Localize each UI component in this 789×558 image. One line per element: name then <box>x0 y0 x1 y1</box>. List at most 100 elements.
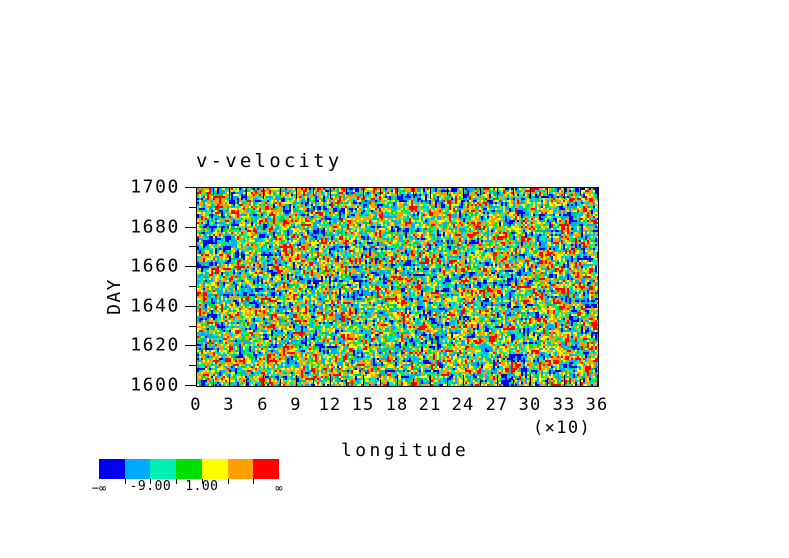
x-axis-tick-label: 0 <box>190 395 202 415</box>
y-axis-major-tick <box>185 187 196 188</box>
x-axis-tick-label: 3 <box>223 395 235 415</box>
x-axis-tick-label: 24 <box>451 395 475 415</box>
x-axis-major-tick <box>196 375 197 386</box>
x-axis-major-tick <box>397 375 398 386</box>
colorbar-segment <box>176 459 202 479</box>
x-axis-minor-tick <box>413 379 414 386</box>
x-axis-minor-tick <box>313 379 314 386</box>
colorbar-segment <box>124 459 151 479</box>
x-axis-major-tick <box>229 375 230 386</box>
x-axis-minor-tick-top <box>213 188 214 195</box>
colorbar-tick <box>150 479 151 484</box>
x-axis-major-tick <box>296 375 297 386</box>
x-axis-major-tick <box>330 375 331 386</box>
x-axis-major-tick-top <box>430 188 431 199</box>
x-axis-minor-tick <box>213 379 214 386</box>
x-axis-minor-tick-top <box>447 188 448 195</box>
y-axis-minor-tick <box>189 207 196 208</box>
x-axis-major-tick-top <box>363 188 364 199</box>
x-axis-minor-tick <box>280 379 281 386</box>
x-axis-major-tick <box>497 375 498 386</box>
colorbar <box>99 459 280 484</box>
x-axis-minor-tick <box>580 379 581 386</box>
y-axis-major-tick <box>185 306 196 307</box>
x-axis-tick-label: 9 <box>290 395 302 415</box>
x-axis-tick-label: 12 <box>318 395 342 415</box>
colorbar-tick-label: 1.00 <box>185 479 219 494</box>
x-axis-tick-label: 6 <box>257 395 269 415</box>
x-axis-tick-label: 21 <box>418 395 442 415</box>
x-axis-minor-tick <box>480 379 481 386</box>
heatmap-image <box>197 188 598 386</box>
x-axis-major-tick-top <box>196 188 197 199</box>
x-axis-tick-label: 15 <box>351 395 375 415</box>
colorbar-segment <box>150 459 177 479</box>
y-axis-minor-tick <box>189 246 196 247</box>
x-axis-major-tick <box>363 375 364 386</box>
x-axis-minor-tick <box>447 379 448 386</box>
colorbar-tick <box>125 479 126 484</box>
x-axis-minor-tick <box>246 379 247 386</box>
colorbar-tick <box>228 479 229 484</box>
x-axis-major-tick-top <box>397 188 398 199</box>
x-axis-multiplier: (×10) <box>533 418 592 438</box>
x-axis-minor-tick <box>513 379 514 386</box>
x-axis-major-tick-top <box>330 188 331 199</box>
colorbar-segment <box>201 459 228 479</box>
colorbar-tick <box>253 479 254 484</box>
x-axis-major-tick-top <box>597 188 598 199</box>
x-axis-major-tick <box>463 375 464 386</box>
colorbar-tick-label: -9.00 <box>129 479 172 494</box>
x-axis-minor-tick-top <box>413 188 414 195</box>
x-axis-minor-tick-top <box>547 188 548 195</box>
x-axis-tick-label: 18 <box>385 395 409 415</box>
x-axis-major-tick <box>597 375 598 386</box>
y-axis-minor-tick <box>189 365 196 366</box>
y-axis-tick-label: 1700 <box>130 176 180 198</box>
x-axis-minor-tick-top <box>280 188 281 195</box>
colorbar-tick-label: ∞ <box>275 481 283 495</box>
x-axis-major-tick-top <box>530 188 531 199</box>
x-axis-title: longitude <box>341 440 470 461</box>
x-axis-major-tick <box>430 375 431 386</box>
x-axis-major-tick-top <box>497 188 498 199</box>
colorbar-tick <box>202 479 203 484</box>
x-axis-minor-tick-top <box>380 188 381 195</box>
heatmap-plot-area <box>196 187 599 387</box>
x-axis-major-tick-top <box>263 188 264 199</box>
x-axis-major-tick <box>263 375 264 386</box>
x-axis-major-tick <box>564 375 565 386</box>
plot-title: v-velocity <box>196 150 343 172</box>
x-axis-tick-label: 30 <box>518 395 542 415</box>
x-axis-minor-tick-top <box>313 188 314 195</box>
y-axis-minor-tick <box>189 286 196 287</box>
y-axis-tick-label: 1600 <box>130 374 180 396</box>
x-axis-major-tick-top <box>564 188 565 199</box>
x-axis-minor-tick <box>346 379 347 386</box>
x-axis-major-tick-top <box>296 188 297 199</box>
y-axis-major-tick <box>185 266 196 267</box>
x-axis-major-tick-top <box>229 188 230 199</box>
x-axis-minor-tick-top <box>580 188 581 195</box>
x-axis-minor-tick <box>380 379 381 386</box>
colorbar-strip <box>99 459 280 479</box>
colorbar-segment <box>253 459 280 479</box>
y-axis-tick-label: 1640 <box>130 295 180 317</box>
y-axis-tick-label: 1620 <box>130 334 180 356</box>
x-axis-minor-tick-top <box>346 188 347 195</box>
colorbar-segment <box>227 459 254 479</box>
y-axis-major-tick <box>185 385 196 386</box>
x-axis-minor-tick <box>547 379 548 386</box>
colorbar-tick <box>176 479 177 484</box>
y-axis-minor-tick <box>189 326 196 327</box>
x-axis-major-tick <box>530 375 531 386</box>
y-axis-tick-label: 1680 <box>130 216 180 238</box>
y-axis-title: DAY <box>103 278 125 315</box>
x-axis-minor-tick-top <box>513 188 514 195</box>
x-axis-minor-tick-top <box>246 188 247 195</box>
y-axis-major-tick <box>185 345 196 346</box>
x-axis-minor-tick-top <box>480 188 481 195</box>
x-axis-tick-label: 36 <box>585 395 609 415</box>
x-axis-tick-label: 27 <box>485 395 509 415</box>
